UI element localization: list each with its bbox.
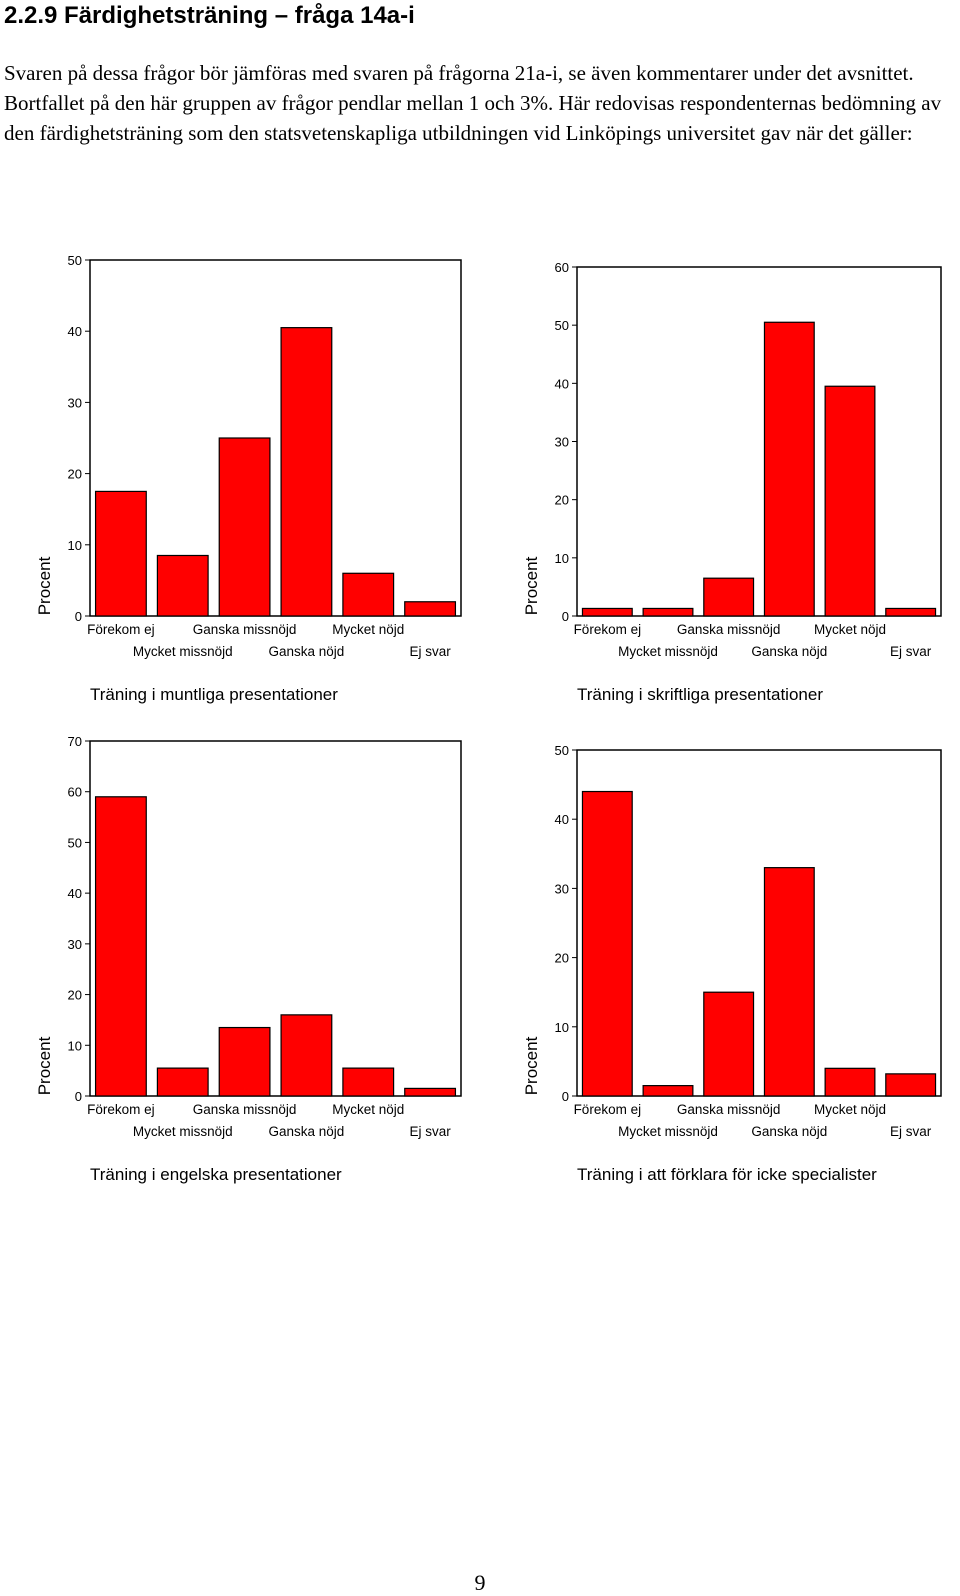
category-label: Mycket missnöjd bbox=[133, 1124, 233, 1139]
y-axis-label: Procent bbox=[522, 556, 541, 615]
chart-forklara-for-icke-specialister: 0 10 20 30 40 50 Procent Förekom ej Mycket missn… bbox=[522, 743, 942, 1184]
bar bbox=[824, 385, 876, 617]
category-label: Mycket missnöjd bbox=[618, 644, 718, 659]
chart-title: Träning i engelska presentationer bbox=[90, 1165, 342, 1184]
y-tick-label: 10 bbox=[68, 538, 82, 553]
plot-frame bbox=[576, 749, 942, 1097]
category-label: Förekom ej bbox=[574, 1102, 642, 1117]
bar bbox=[703, 991, 755, 1097]
y-tick-label: 0 bbox=[75, 609, 82, 624]
bar bbox=[642, 1085, 694, 1097]
y-tick-label: 30 bbox=[555, 435, 569, 450]
y-tick-label: 10 bbox=[555, 551, 569, 566]
y-tick-label: 0 bbox=[75, 1089, 82, 1104]
y-tick-label: 40 bbox=[68, 886, 82, 901]
bar bbox=[824, 1067, 876, 1097]
intro-paragraph: Svaren på dessa frågor bör jämföras med … bbox=[4, 61, 942, 145]
y-tick-label: 20 bbox=[555, 493, 569, 508]
category-label: Ganska missnöjd bbox=[677, 622, 781, 637]
y-tick-label: 30 bbox=[555, 881, 569, 896]
category-label: Ganska nöjd bbox=[269, 1124, 345, 1139]
category-label: Ganska nöjd bbox=[269, 644, 345, 659]
bar bbox=[94, 796, 147, 1097]
category-label: Mycket nöjd bbox=[814, 622, 886, 637]
category-label: Mycket missnöjd bbox=[133, 644, 233, 659]
y-tick-label: 20 bbox=[68, 988, 82, 1003]
chart-title: Träning i skriftliga presentationer bbox=[577, 685, 823, 704]
section-heading: 2.2.9 Färdighetsträning – fråga 14a-i bbox=[4, 2, 415, 29]
y-tick-label: 50 bbox=[555, 318, 569, 333]
category-label: Ej svar bbox=[409, 1124, 451, 1139]
bar bbox=[156, 1067, 209, 1097]
chart-title: Träning i att förklara för icke speciali… bbox=[577, 1165, 877, 1184]
bar bbox=[342, 1067, 395, 1097]
category-label: Förekom ej bbox=[574, 622, 642, 637]
category-label: Mycket nöjd bbox=[332, 1102, 404, 1117]
y-tick-label: 50 bbox=[68, 253, 82, 268]
y-tick-label: 40 bbox=[555, 376, 569, 391]
category-label: Mycket missnöjd bbox=[618, 1124, 718, 1139]
bar bbox=[885, 1073, 937, 1097]
y-tick-label: 10 bbox=[68, 1038, 82, 1053]
chart-muntliga-presentationer: 0 10 20 30 40 50 Procent Förekom ej Mycket missn… bbox=[35, 253, 462, 704]
y-tick-label: 20 bbox=[68, 467, 82, 482]
category-label: Ej svar bbox=[409, 644, 451, 659]
category-label: Mycket nöjd bbox=[332, 622, 404, 637]
bar bbox=[581, 607, 633, 617]
bar bbox=[581, 790, 633, 1097]
bar bbox=[404, 601, 457, 617]
category-label: Förekom ej bbox=[87, 1102, 155, 1117]
y-tick-label: 40 bbox=[555, 812, 569, 827]
bar bbox=[404, 1087, 457, 1097]
chart-title: Träning i muntliga presentationer bbox=[90, 685, 338, 704]
y-tick-label: 10 bbox=[555, 1020, 569, 1035]
y-tick-label: 60 bbox=[68, 785, 82, 800]
y-tick-label: 50 bbox=[68, 835, 82, 850]
category-label: Ganska missnöjd bbox=[677, 1102, 781, 1117]
y-tick-label: 20 bbox=[555, 951, 569, 966]
category-label: Ej svar bbox=[890, 644, 932, 659]
y-tick-label: 30 bbox=[68, 937, 82, 952]
bar bbox=[642, 607, 694, 617]
y-tick-label: 50 bbox=[555, 743, 569, 758]
bar bbox=[94, 490, 147, 617]
bar bbox=[703, 577, 755, 617]
chart-skriftliga-presentationer: 0 10 20 30 40 50 60 Procent Förekom ej Mycket mis… bbox=[522, 260, 942, 704]
y-axis-label: Procent bbox=[522, 1036, 541, 1095]
category-label: Mycket nöjd bbox=[814, 1102, 886, 1117]
bar bbox=[885, 607, 937, 617]
y-axis-label: Procent bbox=[35, 556, 54, 615]
y-tick-label: 60 bbox=[555, 260, 569, 275]
bar bbox=[156, 554, 209, 617]
bar bbox=[280, 1014, 333, 1097]
bar bbox=[280, 327, 333, 617]
plot-frame bbox=[576, 266, 942, 617]
y-tick-label: 0 bbox=[562, 609, 569, 624]
y-tick-label: 30 bbox=[68, 395, 82, 410]
y-axis-label: Procent bbox=[35, 1036, 54, 1095]
bar bbox=[218, 437, 271, 617]
category-label: Förekom ej bbox=[87, 622, 155, 637]
y-tick-label: 40 bbox=[68, 324, 82, 339]
plot-frame bbox=[89, 740, 462, 1097]
category-label: Ganska missnöjd bbox=[193, 1102, 297, 1117]
y-tick-label: 0 bbox=[562, 1089, 569, 1104]
category-label: Ej svar bbox=[890, 1124, 932, 1139]
bar bbox=[342, 572, 395, 617]
y-tick-label: 70 bbox=[68, 734, 82, 749]
bar bbox=[218, 1026, 271, 1097]
category-label: Ganska nöjd bbox=[751, 1124, 827, 1139]
category-label: Ganska missnöjd bbox=[193, 622, 297, 637]
category-label: Ganska nöjd bbox=[751, 644, 827, 659]
page-number: 9 bbox=[474, 1570, 486, 1595]
chart-engelska-presentationer: 0 10 20 30 40 50 60 70 Procent Förekom ej Mycket m… bbox=[35, 734, 462, 1184]
bar bbox=[763, 867, 815, 1097]
bar bbox=[763, 321, 815, 617]
plot-frame bbox=[89, 259, 462, 617]
